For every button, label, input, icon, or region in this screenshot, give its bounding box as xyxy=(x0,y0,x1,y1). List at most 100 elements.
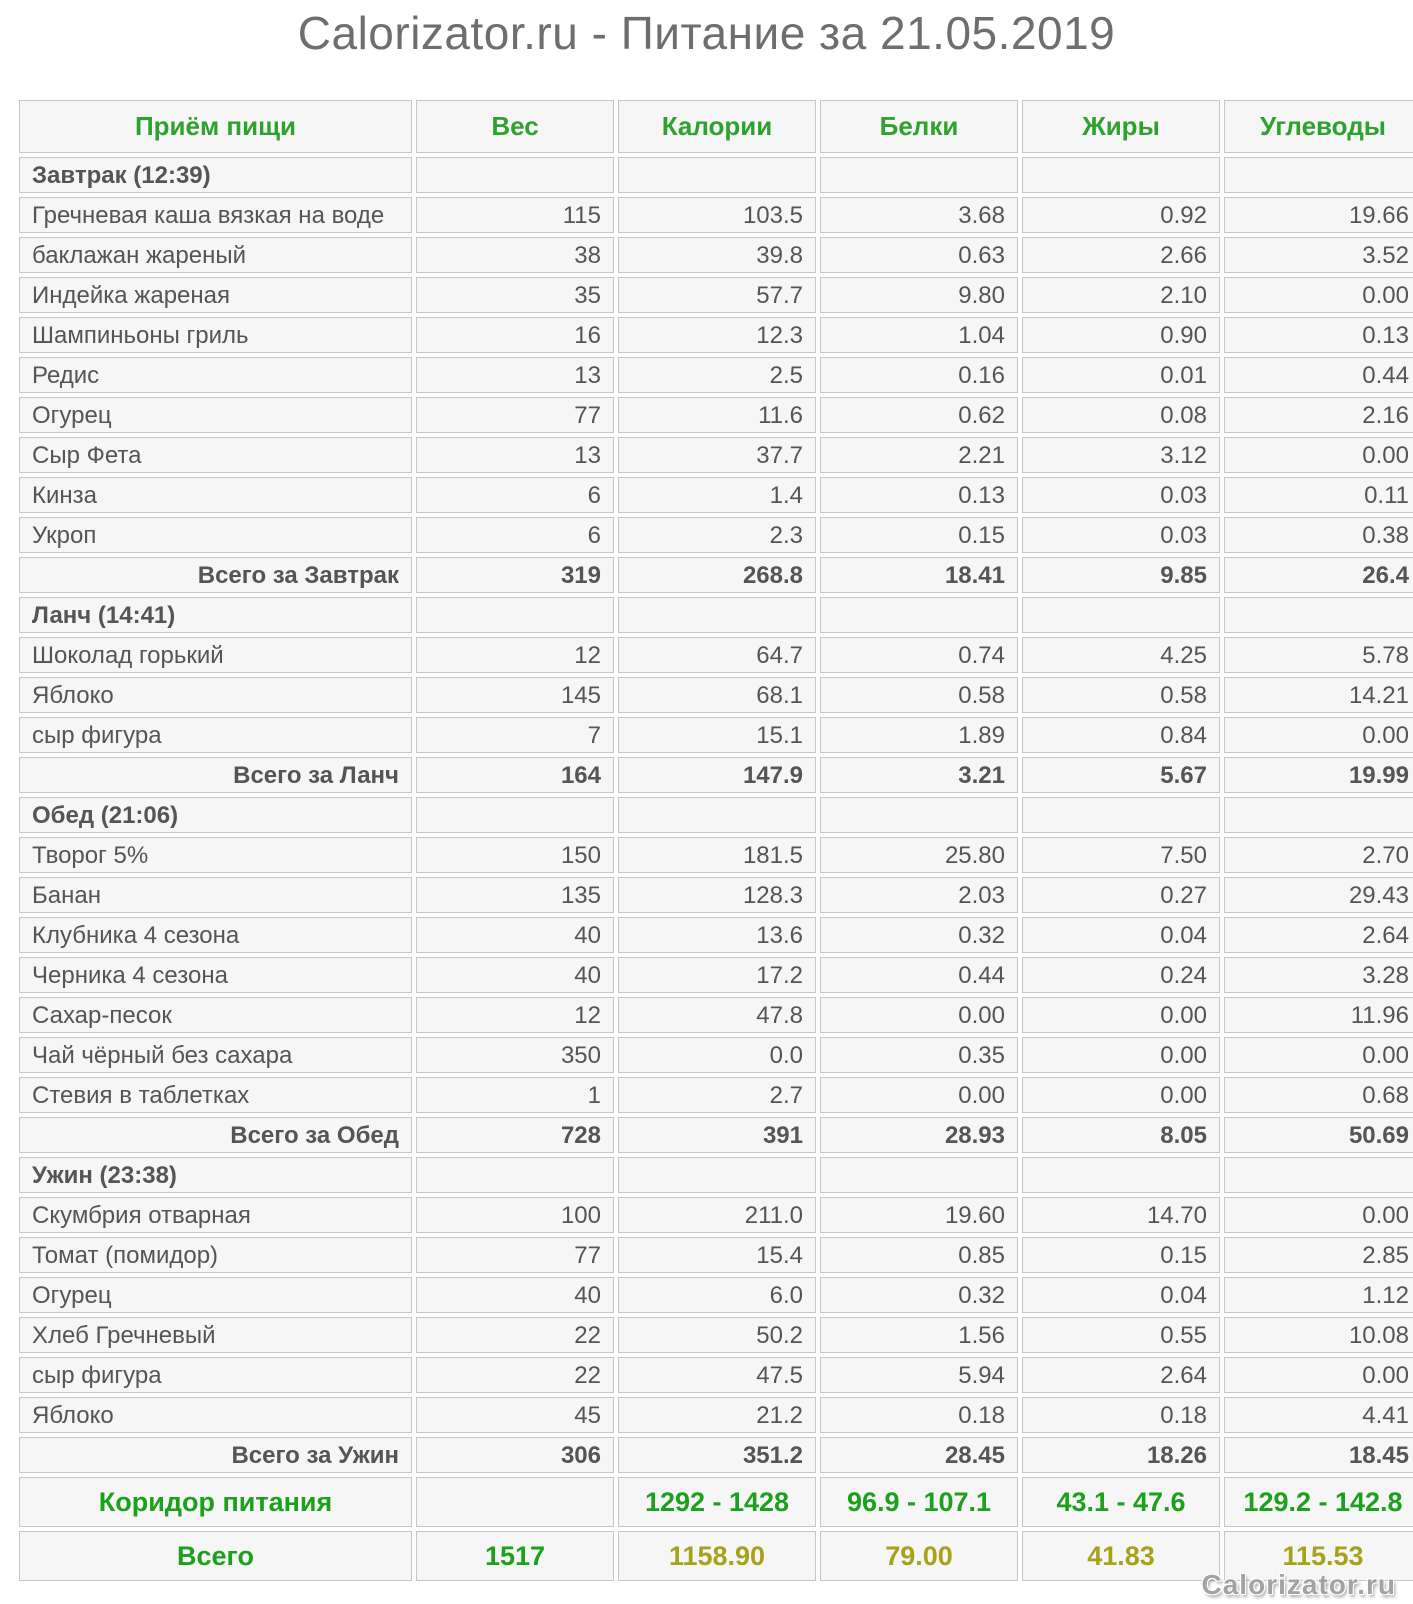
weight-cell: 6 xyxy=(416,477,614,513)
food-name-cell: Сахар-песок xyxy=(19,997,412,1033)
calories-cell: 2.7 xyxy=(618,1077,816,1113)
food-row: Яблоко 145 68.1 0.58 0.58 14.21 xyxy=(19,677,1413,713)
fat-corridor-cell: 43.1 - 47.6 xyxy=(1022,1477,1220,1527)
food-name-cell: Чай чёрный без сахара xyxy=(19,1037,412,1073)
section-name: Ужин (23:38) xyxy=(19,1157,412,1193)
protein-total-cell: 28.93 xyxy=(820,1117,1018,1153)
fat-cell: 0.03 xyxy=(1022,477,1220,513)
fat-cell: 0.00 xyxy=(1022,1077,1220,1113)
fat-cell: 0.18 xyxy=(1022,1397,1220,1433)
fat-cell: 0.58 xyxy=(1022,677,1220,713)
carbs-cell: 0.11 xyxy=(1224,477,1413,513)
fat-total-cell: 5.67 xyxy=(1022,757,1220,793)
section-total-label: Всего за Обед xyxy=(19,1117,412,1153)
calories-cell: 128.3 xyxy=(618,877,816,913)
carbs-cell: 3.28 xyxy=(1224,957,1413,993)
column-header-calories: Калории xyxy=(618,100,816,153)
carbs-cell: 0.00 xyxy=(1224,1357,1413,1393)
food-name-cell: Укроп xyxy=(19,517,412,553)
food-row: Кинза 6 1.4 0.13 0.03 0.11 xyxy=(19,477,1413,513)
empty-cell xyxy=(416,1157,614,1193)
column-header-meal: Приём пищи xyxy=(19,100,412,153)
empty-cell xyxy=(820,157,1018,193)
weight-cell: 40 xyxy=(416,917,614,953)
fat-cell: 0.01 xyxy=(1022,357,1220,393)
protein-grand-cell: 79.00 xyxy=(820,1531,1018,1581)
calories-cell: 21.2 xyxy=(618,1397,816,1433)
calories-cell: 15.1 xyxy=(618,717,816,753)
carbs-cell: 2.70 xyxy=(1224,837,1413,873)
empty-cell xyxy=(1022,157,1220,193)
grand-total-label: Всего xyxy=(19,1531,412,1581)
calories-cell: 47.5 xyxy=(618,1357,816,1393)
fat-cell: 0.00 xyxy=(1022,1037,1220,1073)
section-total-label: Всего за Завтрак xyxy=(19,557,412,593)
food-row: Банан 135 128.3 2.03 0.27 29.43 xyxy=(19,877,1413,913)
carbs-cell: 11.96 xyxy=(1224,997,1413,1033)
weight-total-cell: 164 xyxy=(416,757,614,793)
protein-total-cell: 28.45 xyxy=(820,1437,1018,1473)
carbs-cell: 14.21 xyxy=(1224,677,1413,713)
weight-cell: 40 xyxy=(416,1277,614,1313)
protein-cell: 0.18 xyxy=(820,1397,1018,1433)
protein-cell: 0.63 xyxy=(820,237,1018,273)
calories-cell: 0.0 xyxy=(618,1037,816,1073)
calories-cell: 57.7 xyxy=(618,277,816,313)
fat-cell: 0.24 xyxy=(1022,957,1220,993)
weight-grand-cell: 1517 xyxy=(416,1531,614,1581)
fat-cell: 0.15 xyxy=(1022,1237,1220,1273)
calories-cell: 47.8 xyxy=(618,997,816,1033)
carbs-cell: 29.43 xyxy=(1224,877,1413,913)
carbs-cell: 2.85 xyxy=(1224,1237,1413,1273)
calories-cell: 2.5 xyxy=(618,357,816,393)
header-row: Приём пищи Вес Калории Белки Жиры Углево… xyxy=(19,100,1413,153)
weight-cell: 135 xyxy=(416,877,614,913)
weight-cell: 150 xyxy=(416,837,614,873)
empty-cell xyxy=(820,1157,1018,1193)
food-row: баклажан жареный 38 39.8 0.63 2.66 3.52 xyxy=(19,237,1413,273)
food-name-cell: Шоколад горький xyxy=(19,637,412,673)
weight-cell: 12 xyxy=(416,997,614,1033)
weight-cell: 35 xyxy=(416,277,614,313)
calories-cell: 6.0 xyxy=(618,1277,816,1313)
weight-cell: 13 xyxy=(416,357,614,393)
food-name-cell: баклажан жареный xyxy=(19,237,412,273)
weight-cell: 16 xyxy=(416,317,614,353)
calories-cell: 1.4 xyxy=(618,477,816,513)
nutrition-table: Приём пищи Вес Калории Белки Жиры Углево… xyxy=(15,96,1413,1585)
weight-cell: 13 xyxy=(416,437,614,473)
protein-cell: 2.03 xyxy=(820,877,1018,913)
food-row: Укроп 6 2.3 0.15 0.03 0.38 xyxy=(19,517,1413,553)
empty-cell xyxy=(1022,797,1220,833)
weight-cell: 22 xyxy=(416,1357,614,1393)
protein-cell: 19.60 xyxy=(820,1197,1018,1233)
empty-cell xyxy=(618,1157,816,1193)
calories-total-cell: 268.8 xyxy=(618,557,816,593)
column-header-carbs: Углеводы xyxy=(1224,100,1413,153)
fat-cell: 0.04 xyxy=(1022,1277,1220,1313)
food-row: Огурец 77 11.6 0.62 0.08 2.16 xyxy=(19,397,1413,433)
carbs-cell: 2.64 xyxy=(1224,917,1413,953)
calories-cell: 68.1 xyxy=(618,677,816,713)
section-header-row: Ужин (23:38) xyxy=(19,1157,1413,1193)
empty-cell xyxy=(416,597,614,633)
carbs-cell: 0.44 xyxy=(1224,357,1413,393)
calories-cell: 11.6 xyxy=(618,397,816,433)
calories-cell: 50.2 xyxy=(618,1317,816,1353)
carbs-cell: 2.16 xyxy=(1224,397,1413,433)
empty-cell xyxy=(618,157,816,193)
calories-cell: 103.5 xyxy=(618,197,816,233)
fat-cell: 0.08 xyxy=(1022,397,1220,433)
column-header-weight: Вес xyxy=(416,100,614,153)
weight-cell: 12 xyxy=(416,637,614,673)
column-header-protein: Белки xyxy=(820,100,1018,153)
food-name-cell: Банан xyxy=(19,877,412,913)
fat-cell: 0.90 xyxy=(1022,317,1220,353)
section-name: Завтрак (12:39) xyxy=(19,157,412,193)
empty-cell xyxy=(1224,1157,1413,1193)
weight-cell: 145 xyxy=(416,677,614,713)
fat-cell: 0.27 xyxy=(1022,877,1220,913)
calories-cell: 12.3 xyxy=(618,317,816,353)
carbs-cell: 4.41 xyxy=(1224,1397,1413,1433)
empty-cell xyxy=(618,597,816,633)
